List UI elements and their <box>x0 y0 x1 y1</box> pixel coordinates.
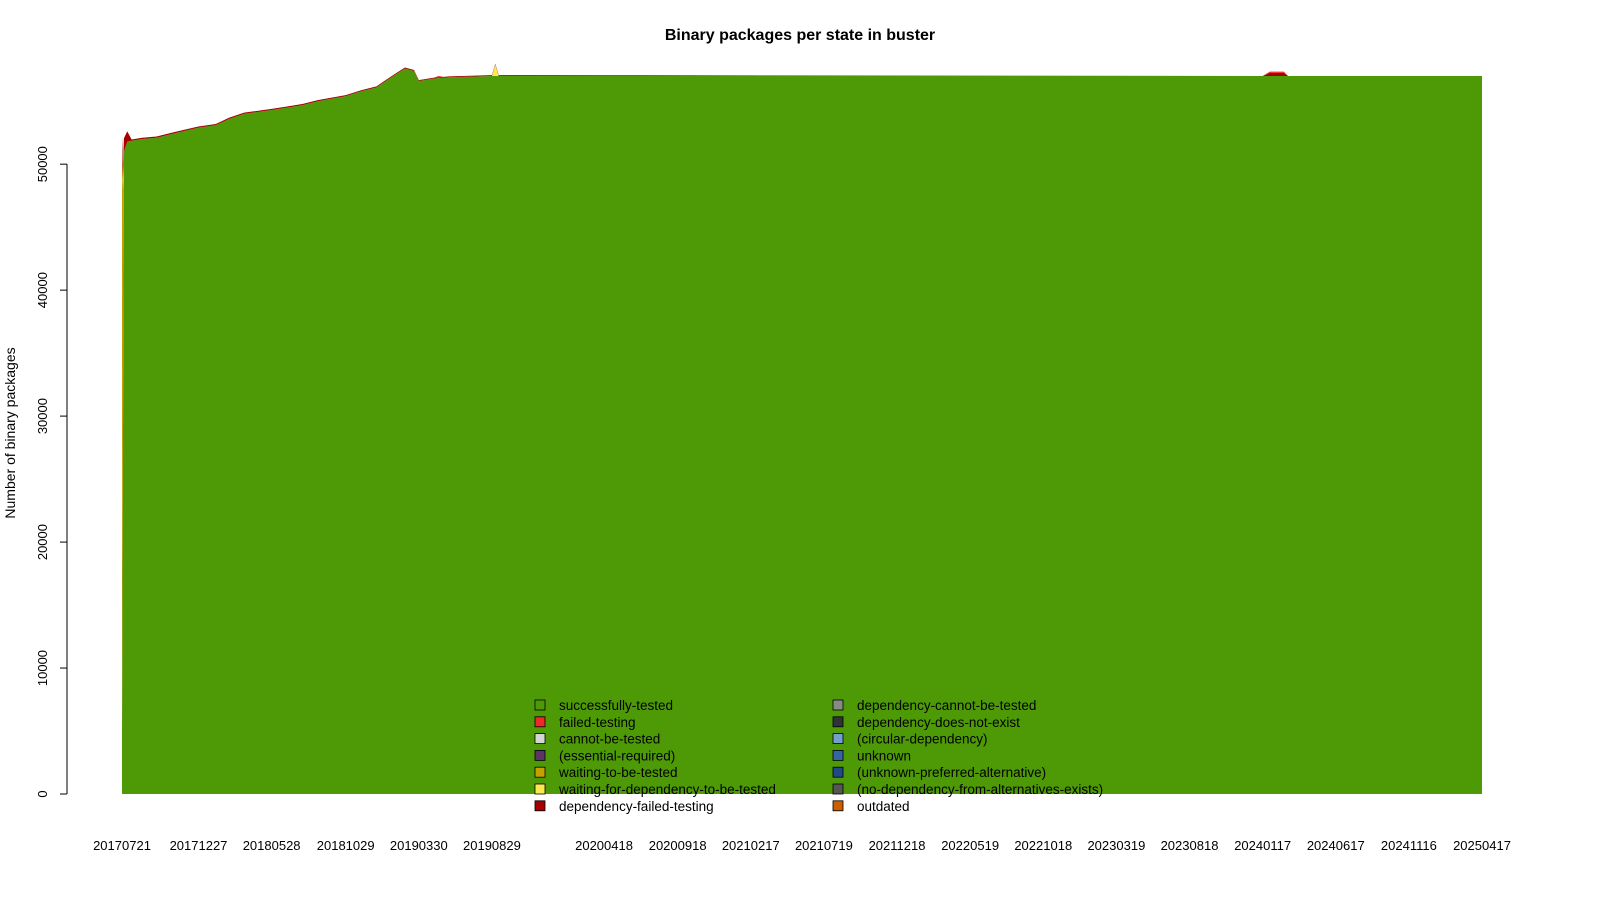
legend-swatch <box>534 783 546 795</box>
legend-swatch <box>832 783 844 795</box>
y-tick-label: 20000 <box>35 524 50 560</box>
x-tick-label: 20200418 <box>575 838 633 853</box>
legend-label: outdated <box>857 799 910 814</box>
legend-swatch <box>534 766 546 778</box>
legend-swatch <box>534 733 546 744</box>
y-axis: 0 10000 20000 30000 40000 50000 <box>35 146 68 798</box>
x-tick-label: 20250417 <box>1453 838 1511 853</box>
x-tick-label: 20181029 <box>317 838 375 853</box>
x-tick-label: 20190330 <box>390 838 448 853</box>
y-axis-label: Number of binary packages <box>2 347 18 518</box>
legend-label: waiting-for-dependency-to-be-tested <box>558 782 776 797</box>
chart-title: Binary packages per state in buster <box>665 27 935 44</box>
legend-swatch <box>832 699 844 711</box>
x-tick-label: 20171227 <box>170 838 228 853</box>
y-tick-label: 50000 <box>35 146 50 182</box>
legend-label: dependency-failed-testing <box>559 799 714 814</box>
x-tick-label: 20221018 <box>1014 838 1072 853</box>
legend: successfully-tested failed-testing cannot-… <box>534 698 1103 814</box>
legend-swatch <box>832 716 844 728</box>
legend-swatch <box>832 750 844 761</box>
legend-swatch <box>832 733 844 744</box>
legend-label: (essential-required) <box>559 748 675 763</box>
x-tick-label: 20230818 <box>1161 838 1219 853</box>
x-tick-label: 20170721 <box>93 838 151 853</box>
legend-swatch <box>534 699 546 711</box>
x-tick-label: 20211218 <box>869 838 926 853</box>
legend-swatch <box>534 800 546 812</box>
x-tick-label: 20230319 <box>1087 838 1145 853</box>
x-tick-label: 20240117 <box>1234 838 1291 853</box>
x-tick-label: 20220519 <box>941 838 999 853</box>
legend-swatch <box>534 716 546 728</box>
x-tick-label: 20200918 <box>649 838 707 853</box>
x-tick-label: 20210217 <box>722 838 780 853</box>
x-tick-label: 20180528 <box>243 838 301 853</box>
legend-swatch <box>534 750 546 761</box>
legend-label: dependency-cannot-be-tested <box>857 698 1036 713</box>
plot-area <box>122 63 1482 794</box>
x-tick-label: 20240617 <box>1307 838 1365 853</box>
legend-label: (circular-dependency) <box>857 732 988 747</box>
x-axis: 20170721 20171227 20180528 20181029 20190330… <box>93 838 1511 853</box>
x-tick-label: 20190829 <box>463 838 521 853</box>
legend-label: (unknown-preferred-alternative) <box>857 765 1046 780</box>
x-tick-label: 20241116 <box>1381 838 1437 853</box>
x-tick-label: 20210719 <box>795 838 853 853</box>
legend-swatch <box>832 800 844 812</box>
legend-label: unknown <box>857 748 911 763</box>
legend-swatch <box>832 766 844 778</box>
legend-label: (no-dependency-from-alternatives-exists) <box>857 782 1103 797</box>
y-tick-label: 0 <box>35 790 50 797</box>
series-area-successfully-tested <box>122 68 1482 794</box>
legend-label: cannot-be-tested <box>559 732 660 747</box>
legend-label: successfully-tested <box>559 698 673 713</box>
y-tick-label: 10000 <box>35 650 50 686</box>
legend-label: waiting-to-be-tested <box>558 765 678 780</box>
y-tick-label: 40000 <box>35 272 50 308</box>
y-tick-label: 30000 <box>35 398 50 434</box>
legend-label: failed-testing <box>559 715 636 730</box>
legend-label: dependency-does-not-exist <box>857 715 1020 730</box>
